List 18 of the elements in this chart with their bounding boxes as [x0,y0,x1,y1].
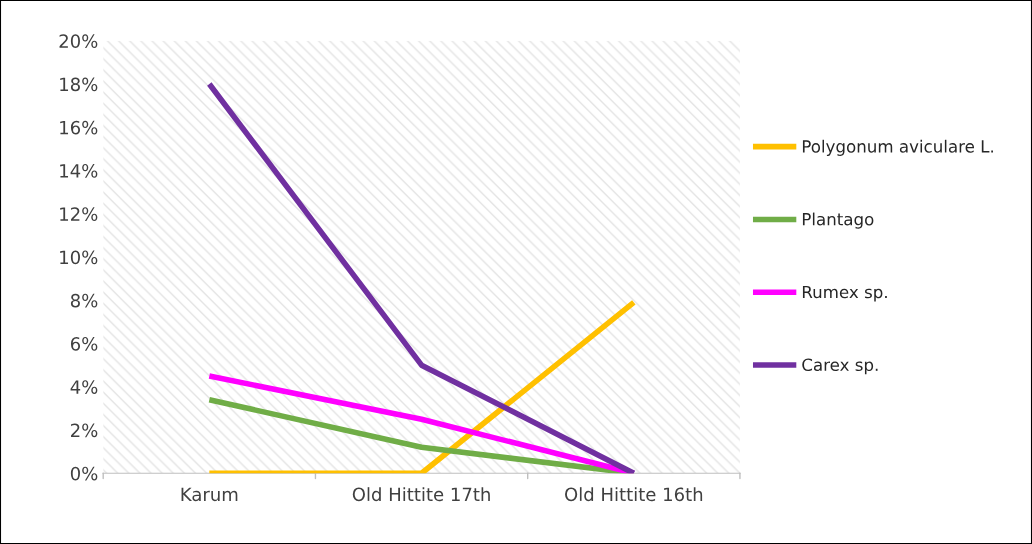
y-tick-label: 10% [60,250,98,265]
y-tick-label: 12% [60,207,98,221]
y-tick-label: 2% [71,423,98,438]
x-tick-label: Karum [181,487,238,502]
y-tick-label: 18% [60,77,98,92]
legend-label: Plantago [802,212,874,229]
y-tick-label: 14% [60,164,98,178]
legend-label: Polygonum aviculare L. [802,139,993,156]
x-tick-label: Old Hittite 17th [352,487,490,502]
y-tick-label: 8% [70,293,98,308]
y-tick-label: 0% [70,466,98,481]
legend-label: Carex sp. [802,358,878,375]
y-tick-label: 20% [59,34,98,48]
y-tick-label: 6% [70,337,98,351]
y-tick-label: 4% [70,380,98,394]
x-tick-label: Old Hittite 16th [565,487,703,502]
y-tick-label: 16% [60,120,98,135]
legend-label: Rumex sp. [802,285,887,302]
